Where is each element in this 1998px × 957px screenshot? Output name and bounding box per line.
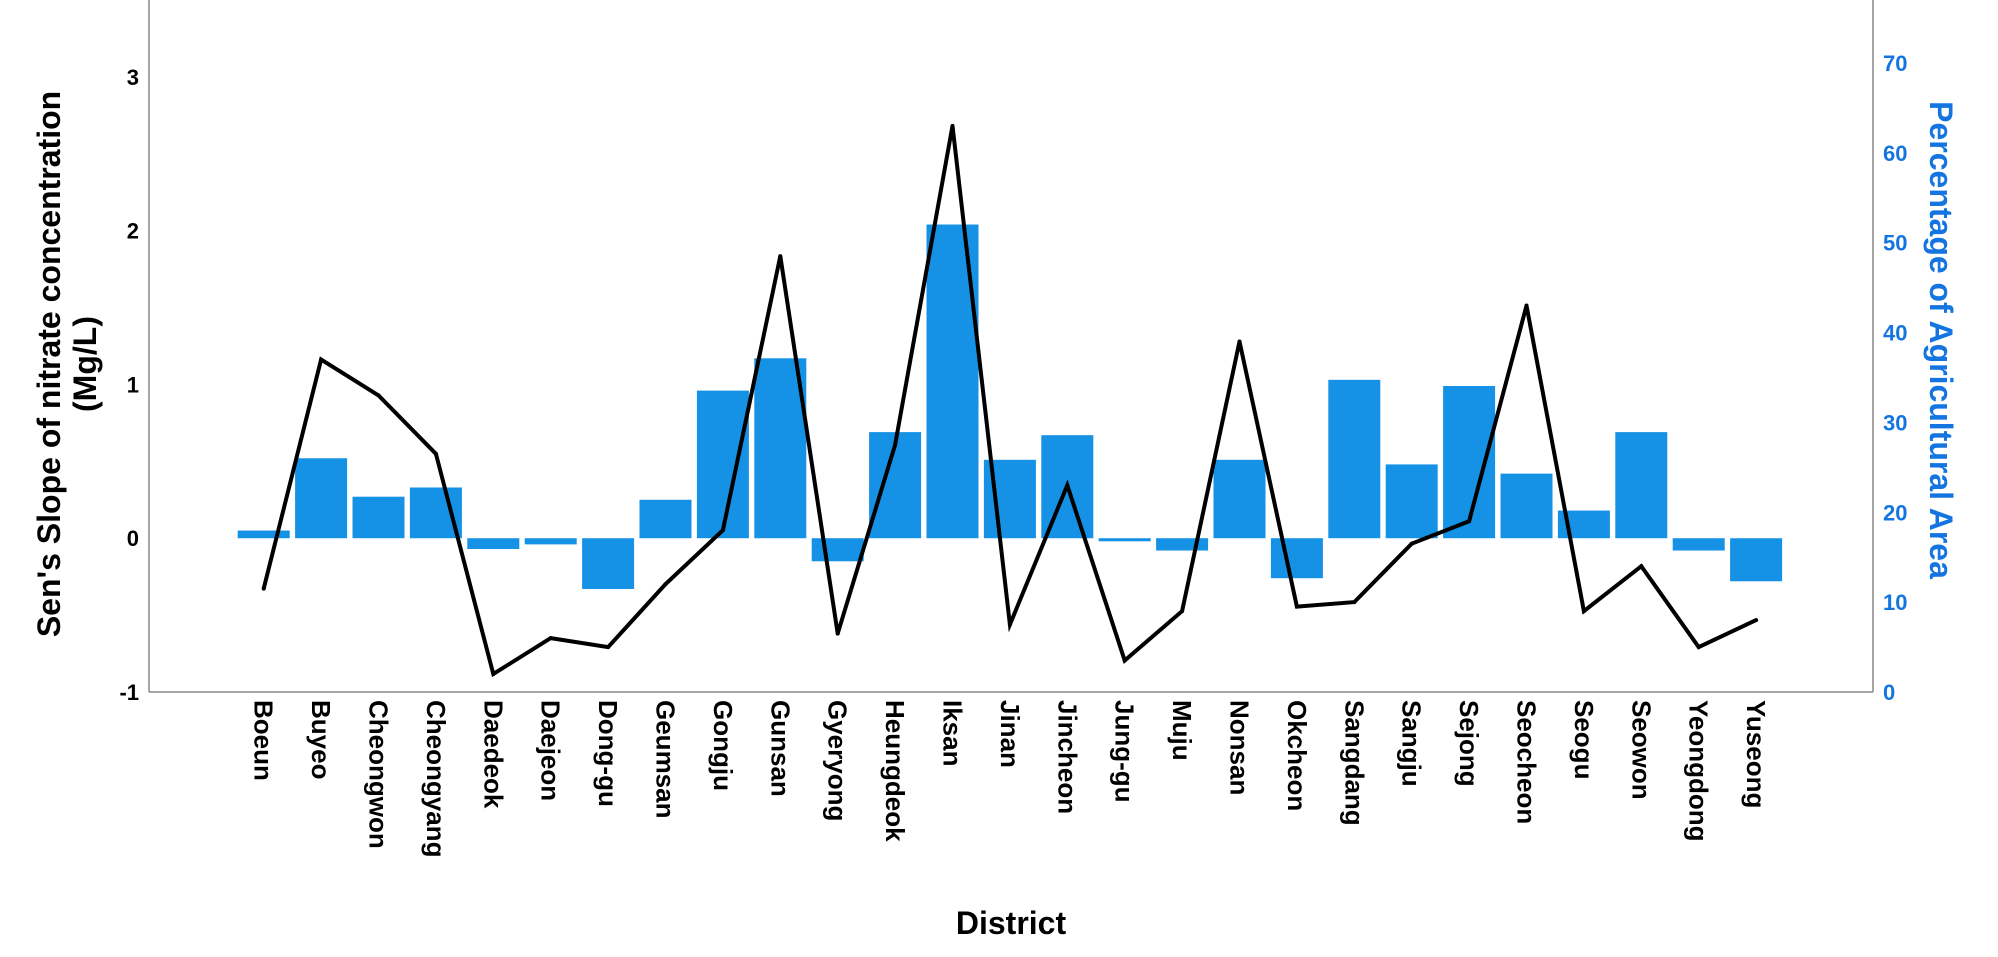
- bar-yuseong: [1730, 538, 1783, 582]
- line-point-dong-gu: [606, 645, 611, 650]
- category-label: Seowon: [1626, 700, 1656, 800]
- line-point-iksan: [950, 123, 955, 128]
- category-label: Sangju: [1397, 700, 1427, 787]
- bar-seowon: [1615, 432, 1668, 539]
- line-point-nonsan: [1237, 339, 1242, 344]
- line-point-sangju: [1409, 541, 1414, 546]
- axes: [148, 0, 1874, 693]
- line-point-cheongyang: [433, 451, 438, 456]
- right-tick-label: 20: [1883, 500, 1907, 525]
- line-series: [261, 125, 1757, 678]
- bar-gyeryong: [811, 538, 864, 562]
- left-tick-label: 0: [127, 526, 139, 551]
- line-point-yuseong: [1754, 618, 1759, 623]
- bar-gongju: [696, 390, 749, 539]
- right-tick-label: 40: [1883, 321, 1907, 346]
- bar-daedeok: [467, 538, 520, 549]
- line-point-yeongdong: [1696, 645, 1701, 650]
- left-tick-labels: -1 0 1 2 3: [119, 65, 139, 705]
- line-point-buyeo: [319, 357, 324, 362]
- y-axis-left-title-line1: Sen's Slope of nitrate concentration: [31, 91, 67, 637]
- category-label: Seocheon: [1512, 700, 1542, 824]
- bar-series: [237, 224, 1783, 589]
- bar-dong-gu: [582, 538, 635, 589]
- right-tick-label: 30: [1883, 410, 1907, 435]
- right-tick-labels: 0 10 20 30 40 50 60 70: [1883, 51, 1907, 705]
- right-tick-label: 0: [1883, 680, 1895, 705]
- category-label: Daedeok: [478, 700, 508, 809]
- bar-geumsan: [639, 499, 692, 539]
- line-point-heungdeok: [893, 442, 898, 447]
- left-tick-label: -1: [119, 680, 139, 705]
- category-label: Iksan: [938, 700, 968, 767]
- bar-seocheon: [1500, 473, 1553, 539]
- category-label: Muju: [1167, 700, 1197, 761]
- category-labels: Boeun Buyeo Cheongwon Cheongyang Daedeok Daej…: [249, 700, 1771, 857]
- category-label: Gongju: [708, 700, 738, 791]
- bar-yeongdong: [1672, 538, 1725, 551]
- line-points: [261, 123, 1759, 677]
- line-point-gongju: [720, 528, 725, 533]
- bar-gunsan: [754, 358, 807, 539]
- bar-boeun: [237, 530, 290, 539]
- line-point-sejong: [1467, 519, 1472, 524]
- bar-daejeon: [524, 538, 577, 545]
- left-tick-label: 1: [127, 372, 139, 397]
- line-point-seogu: [1581, 609, 1586, 614]
- line-point-daejeon: [548, 636, 553, 641]
- line-point-jinan: [1007, 622, 1012, 627]
- line-point-gyeryong: [835, 631, 840, 636]
- category-label: Nonsan: [1225, 700, 1255, 795]
- line-point-gunsan: [778, 254, 783, 259]
- category-label: Boeun: [249, 700, 279, 781]
- bar-cheongwon: [352, 496, 405, 539]
- left-tick-label: 2: [127, 219, 139, 244]
- y-axis-right-title: Percentage of Agricultural Area: [1923, 101, 1959, 579]
- bar-buyeo: [295, 458, 348, 539]
- category-label: Jinan: [995, 700, 1025, 768]
- line-point-daedeok: [491, 672, 496, 677]
- line-point-seocheon: [1524, 303, 1529, 308]
- category-label: Sejong: [1454, 700, 1484, 787]
- right-tick-label: 60: [1883, 141, 1907, 166]
- category-label: Dong-gu: [593, 700, 623, 807]
- category-label: Daejeon: [536, 700, 566, 801]
- line-point-jung-gu: [1122, 658, 1127, 663]
- category-label: Jung-gu: [1110, 700, 1140, 803]
- line-point-seowon: [1639, 564, 1644, 569]
- bar-muju: [1156, 538, 1209, 551]
- category-label: Sangdang: [1339, 700, 1369, 826]
- line-point-boeun: [261, 586, 266, 591]
- bar-nonsan: [1213, 459, 1266, 539]
- line-point-sangdang: [1352, 600, 1357, 605]
- y-axis-left-title-line2: (Mg/L): [67, 316, 103, 412]
- category-label: Yeongdong: [1684, 700, 1714, 842]
- right-tick-label: 10: [1883, 590, 1907, 615]
- category-label: Heungdeok: [880, 700, 910, 842]
- category-label: Cheongyang: [421, 700, 451, 857]
- line-point-geumsan: [663, 582, 668, 587]
- right-tick-label: 50: [1883, 231, 1907, 256]
- line-point-jincheon: [1065, 483, 1070, 488]
- bar-jung-gu: [1098, 538, 1151, 542]
- category-label: Yuseong: [1741, 700, 1771, 808]
- bar-sangju: [1385, 464, 1438, 539]
- line-point-muju: [1180, 609, 1185, 614]
- category-label: Buyeo: [306, 700, 336, 779]
- x-axis-title: District: [956, 905, 1067, 941]
- line-point-cheongwon: [376, 393, 381, 398]
- line-point-okcheon: [1294, 604, 1299, 609]
- category-label: Geumsan: [651, 700, 681, 819]
- category-label: Seogu: [1569, 700, 1599, 779]
- bar-sangdang: [1328, 379, 1381, 539]
- category-label: Jincheon: [1052, 700, 1082, 814]
- category-label: Cheongwon: [364, 700, 394, 849]
- left-tick-label: 3: [127, 65, 139, 90]
- category-label: Okcheon: [1282, 700, 1312, 811]
- right-tick-label: 70: [1883, 51, 1907, 76]
- category-label: Gunsan: [765, 700, 795, 797]
- bar-okcheon: [1270, 538, 1323, 579]
- category-label: Gyeryong: [823, 700, 853, 821]
